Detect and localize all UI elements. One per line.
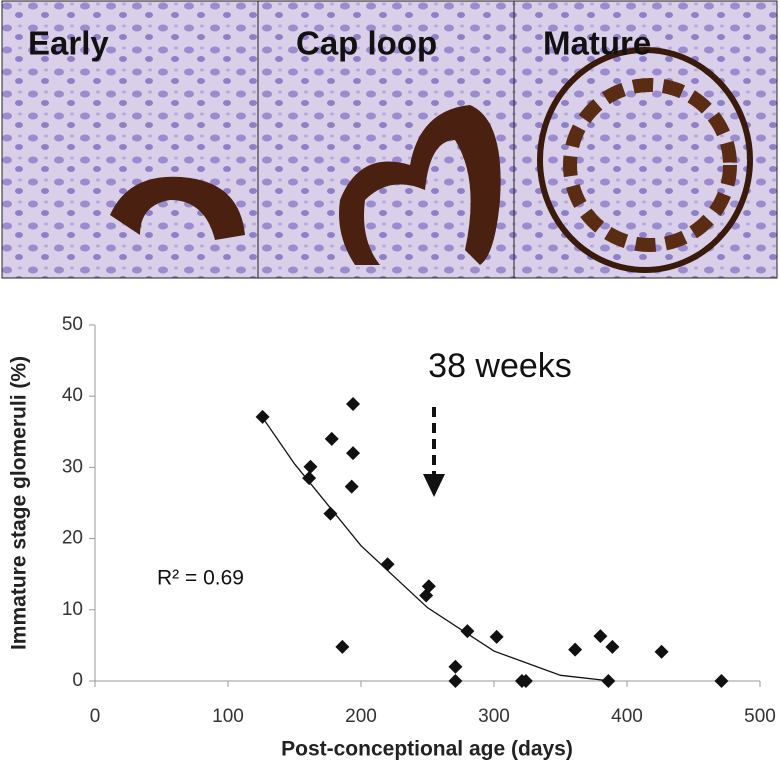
annotation: 38 weeks bbox=[428, 347, 572, 385]
stain bbox=[537, 47, 753, 273]
x-tick-label: 200 bbox=[345, 706, 377, 727]
micrograph-panels: Early Cap loop Mature bbox=[1, 0, 778, 279]
point bbox=[380, 557, 395, 572]
stain bbox=[110, 176, 245, 240]
trendline bbox=[262, 417, 612, 682]
point bbox=[460, 624, 475, 639]
point bbox=[335, 639, 350, 654]
panel-label: Mature bbox=[543, 25, 651, 62]
x-tick-label: 400 bbox=[611, 706, 643, 727]
y-axis-label: Immature stage glomeruli (%) bbox=[8, 356, 31, 650]
point bbox=[302, 471, 317, 486]
point bbox=[489, 629, 504, 644]
point bbox=[255, 409, 270, 424]
scatter-chart: Immature stage glomeruli (%) Post-concep… bbox=[8, 314, 776, 761]
x-tick-label: 100 bbox=[212, 706, 244, 727]
panel-label: Cap loop bbox=[296, 25, 437, 62]
arrow-head bbox=[423, 474, 445, 497]
panel-label: Early bbox=[28, 25, 109, 62]
point bbox=[568, 642, 583, 657]
point bbox=[714, 674, 729, 688]
y-tick-label: 20 bbox=[62, 528, 83, 549]
x-tick-label: 500 bbox=[744, 706, 776, 727]
y-tick-label: 0 bbox=[72, 670, 83, 691]
stain bbox=[339, 105, 501, 265]
stain bbox=[563, 78, 737, 252]
point bbox=[346, 397, 361, 412]
point bbox=[344, 479, 359, 494]
y-tick-label: 50 bbox=[62, 314, 83, 335]
point bbox=[448, 674, 463, 688]
x-tick-label: 0 bbox=[90, 706, 101, 727]
point bbox=[605, 639, 620, 654]
point bbox=[593, 629, 608, 644]
point bbox=[654, 644, 669, 659]
point bbox=[346, 446, 361, 461]
annotation: R² = 0.69 bbox=[157, 567, 244, 590]
y-tick-label: 40 bbox=[62, 385, 83, 406]
point bbox=[448, 659, 463, 674]
point bbox=[323, 506, 338, 521]
x-tick-label: 300 bbox=[478, 706, 510, 727]
point bbox=[419, 588, 434, 603]
point bbox=[601, 674, 616, 688]
point bbox=[324, 431, 339, 446]
y-tick-label: 30 bbox=[62, 456, 83, 477]
point bbox=[303, 459, 318, 474]
point bbox=[518, 674, 533, 688]
x-axis-label: Post-conceptional age (days) bbox=[281, 738, 573, 761]
y-tick-label: 10 bbox=[62, 599, 83, 620]
